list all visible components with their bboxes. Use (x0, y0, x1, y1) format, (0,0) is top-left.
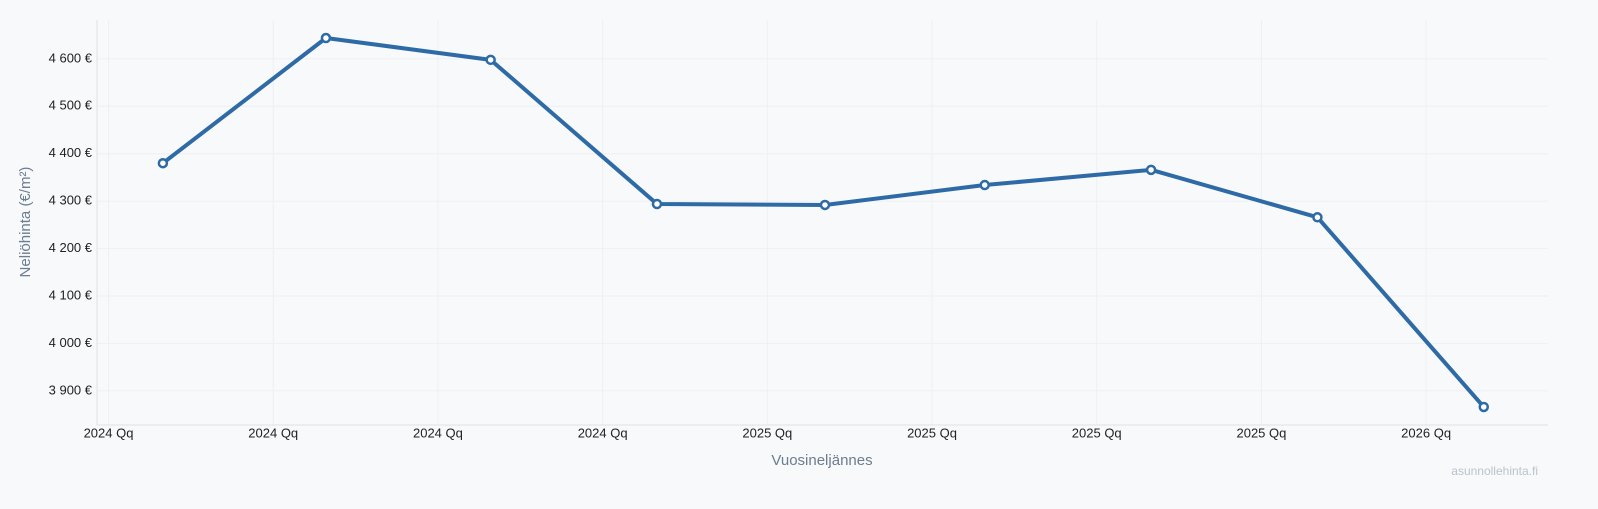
y-tick-label: 4 000 € (49, 335, 93, 350)
point (485, 54, 496, 66)
line (161, 36, 1486, 409)
point (157, 157, 169, 169)
x-tick-label: 2025 Qq (1236, 425, 1286, 440)
y-tick-label: 3 900 € (49, 382, 93, 397)
point (320, 32, 332, 44)
y-axis-title: Neliöhinta (€/m²) (17, 167, 34, 278)
x-tick-label: 2024 Qq (84, 425, 134, 440)
point (979, 179, 990, 191)
x-tick-label: 2025 Qq (1072, 425, 1122, 440)
y-tick-label: 4 300 € (49, 193, 93, 208)
point (1145, 164, 1157, 176)
x-tick-label: 2024 Qq (578, 425, 628, 440)
y-tick-label: 4 500 € (49, 98, 93, 113)
x-tick-label: 2026 Qq (1401, 425, 1451, 440)
point (651, 198, 663, 210)
x-tick-label: 2025 Qq (907, 425, 957, 440)
x-tick-label: 2024 Qq (413, 425, 463, 440)
y-tick-label: 4 600 € (49, 50, 93, 65)
y-tick-label: 4 200 € (49, 240, 93, 255)
point (819, 199, 831, 211)
x-axis-title: Vuosineljännes (771, 452, 872, 469)
watermark: asunnollehinta.fi (1451, 464, 1538, 478)
y-tick-label: 4 400 € (49, 145, 93, 160)
x-tick-label: 2025 Qq (742, 425, 792, 440)
point (1478, 401, 1490, 413)
x-tick-label: 2024 Qq (248, 425, 298, 440)
point (1312, 212, 1323, 223)
y-tick-label: 4 100 € (49, 287, 93, 302)
